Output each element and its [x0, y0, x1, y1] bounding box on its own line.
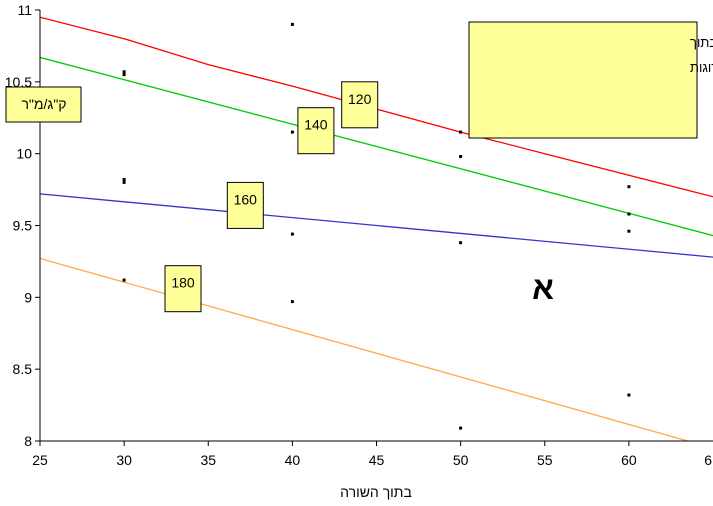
series-label-box-160 [226, 181, 264, 229]
y-tick-label: 9 [24, 289, 32, 305]
x-tick-label: 40 [285, 452, 301, 468]
x-tick-label: 30 [116, 452, 132, 468]
x-tick-label: 6 [704, 452, 712, 468]
title-box: קורלציה בין היבול הכולל לבין המרחק בתוך … [468, 21, 713, 139]
series-label-box-180 [164, 265, 202, 313]
x-tick-label: 35 [200, 452, 216, 468]
data-point [627, 229, 631, 233]
y-tick-label: 8 [24, 433, 32, 449]
data-point [290, 22, 294, 26]
data-point [459, 155, 463, 158]
plot-points [122, 22, 631, 430]
data-point [122, 180, 126, 184]
y-tick-label: 11 [17, 2, 32, 18]
data-point [290, 130, 294, 134]
series-label-120: 120 [348, 91, 372, 107]
data-point [627, 393, 631, 397]
y-tick-label: 10.5 [5, 74, 32, 90]
data-point [122, 278, 126, 282]
y-tick-label: 8.5 [13, 361, 33, 377]
data-point [627, 185, 631, 189]
x-tick-label: 50 [453, 452, 469, 468]
series-label-box-120 [341, 81, 379, 129]
ylabel-box: ק"ג/מ"ר [5, 86, 82, 123]
x-tick-label: 60 [621, 452, 637, 468]
y-axis-label: ק"ג/מ"ר [21, 96, 66, 112]
panel-annotation: א [532, 270, 554, 306]
data-point [290, 232, 294, 236]
series-line-160 [40, 193, 713, 258]
x-tick-label: 45 [369, 452, 385, 468]
chart-title-line-2: השורה לכל טיפול מרחק ערוגות [690, 60, 713, 75]
data-point [290, 300, 294, 304]
series-label-140: 140 [304, 117, 328, 133]
data-point [122, 73, 126, 77]
y-tick-label: 10 [16, 146, 32, 162]
series-label-160: 160 [234, 191, 258, 207]
series-line-180 [40, 257, 688, 441]
data-point [459, 426, 463, 430]
series-label-180: 180 [171, 275, 195, 291]
chart-title-line-1: קורלציה בין היבול הכולל לבין המרחק בתוך [690, 35, 713, 50]
data-point [122, 70, 126, 74]
series-label-box-140 [297, 107, 335, 155]
y-tick-label: 9.5 [13, 218, 33, 234]
x-tick-label: 55 [537, 452, 553, 468]
x-tick-label: 25 [32, 452, 48, 468]
data-point [459, 241, 463, 245]
x-ticks: 25 30 35 40 45 50 55 60 6 [32, 441, 712, 468]
value-boxes: 120 140 160 180 [164, 81, 379, 313]
x-axis-label: בתוך השורה [340, 484, 412, 500]
series-line-140 [40, 56, 713, 237]
data-point [627, 212, 631, 216]
data-point [122, 178, 126, 181]
y-ticks: 8 8.5 9 9.5 10 10.5 11 [5, 2, 40, 449]
data-point [459, 130, 463, 134]
